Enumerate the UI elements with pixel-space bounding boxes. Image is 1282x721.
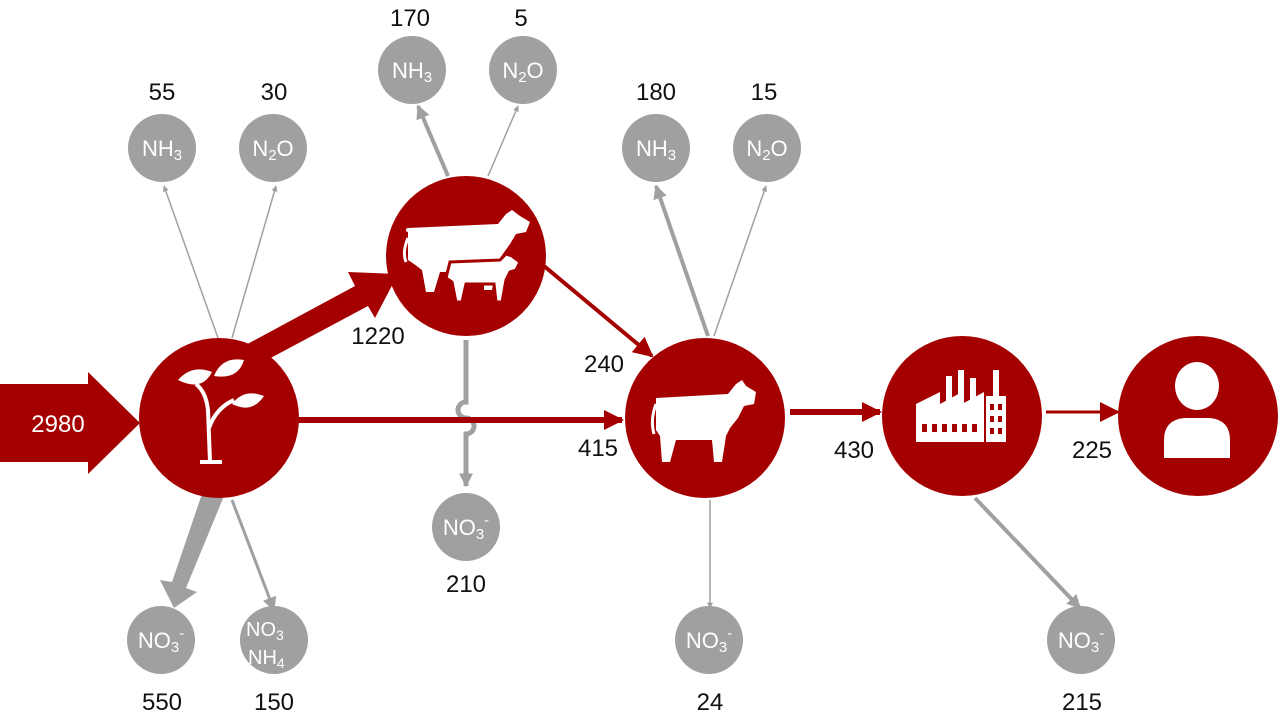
emission-livestock-nh3: NH3 xyxy=(378,36,446,104)
flow-crops-to-animal: 415 xyxy=(578,435,618,462)
input-arrow xyxy=(0,372,140,474)
emission-crops-no3: NO3- xyxy=(127,606,195,674)
emission-processing-no3: NO3- xyxy=(1047,606,1115,674)
arrow-animal-nh3 xyxy=(653,184,710,337)
livestock-n2o-value: 5 xyxy=(514,5,527,32)
emission-crops-no3-nh4: NO3 NH4 xyxy=(240,606,308,674)
chem-label: N xyxy=(746,136,762,161)
factory-icon xyxy=(916,370,1006,442)
flow-animal-to-processing: 430 xyxy=(834,437,874,464)
livestock-no3-value: 210 xyxy=(446,571,486,598)
chem-label: NH xyxy=(392,58,424,83)
chem-label: NO xyxy=(246,619,276,641)
node-consumer xyxy=(1118,336,1278,496)
chem-label: NO xyxy=(443,515,476,540)
svg-text:NH4: NH4 xyxy=(248,647,285,671)
chem-sub: 4 xyxy=(277,655,285,671)
crops-nh3-value: 55 xyxy=(149,79,176,106)
emission-livestock-n2o: N2O xyxy=(489,36,557,104)
flow-processing-to-consumer: 225 xyxy=(1072,437,1112,464)
chem-sup: - xyxy=(1099,625,1104,642)
chem-label: NO xyxy=(686,628,719,653)
chem-sub: 3 xyxy=(719,639,727,656)
emission-livestock-no3: NO3- xyxy=(432,493,500,561)
chem-sub: 3 xyxy=(476,526,484,543)
svg-text:NO3-: NO3- xyxy=(443,512,489,543)
emission-crops-nh3: NH3 xyxy=(128,114,196,182)
chem-label: NH xyxy=(248,647,277,669)
chem-sub: 3 xyxy=(171,639,179,656)
chem-sub: 2 xyxy=(762,147,770,164)
arrow-crops-no3-nh4 xyxy=(230,499,277,612)
chem-label: O xyxy=(277,136,294,161)
svg-text:NH3: NH3 xyxy=(142,136,182,164)
crops-no3-value: 550 xyxy=(142,689,182,716)
chem-sub: 3 xyxy=(174,147,182,164)
chem-sub: 3 xyxy=(276,627,284,643)
chem-sub: 2 xyxy=(518,69,526,86)
svg-text:N2O: N2O xyxy=(502,58,543,86)
crops-n2o-value: 30 xyxy=(261,79,288,106)
emission-animal-nh3: NH3 xyxy=(622,114,690,182)
chem-sub: 3 xyxy=(668,147,676,164)
emission-animal-no3: NO3- xyxy=(675,606,743,674)
svg-text:NO3-: NO3- xyxy=(686,625,732,656)
svg-text:NH3: NH3 xyxy=(636,136,676,164)
flow-livestock-to-animal: 240 xyxy=(584,351,624,378)
node-crops xyxy=(139,338,299,498)
chem-label: NH xyxy=(142,136,174,161)
chem-label: N xyxy=(502,58,518,83)
input-value: 2980 xyxy=(31,411,84,438)
cow-icon xyxy=(650,380,756,462)
chem-sub: 3 xyxy=(1091,639,1099,656)
person-icon xyxy=(1164,362,1230,458)
animal-n2o-value: 15 xyxy=(751,79,778,106)
chem-label: NH xyxy=(636,136,668,161)
arrow-crops-nh3 xyxy=(162,185,219,339)
animal-nh3-value: 180 xyxy=(636,79,676,106)
svg-text:NH3: NH3 xyxy=(392,58,432,86)
chem-sup: - xyxy=(179,625,184,642)
processing-no3-value: 215 xyxy=(1062,689,1102,716)
arrow-livestock-to-animal xyxy=(542,264,654,358)
livestock-nh3-value: 170 xyxy=(390,5,430,32)
svg-text:NO3: NO3 xyxy=(246,619,284,643)
chem-label: NO xyxy=(138,628,171,653)
arrow-crops-to-livestock xyxy=(240,272,398,368)
cow-and-calf-icon xyxy=(402,210,530,304)
animal-no3-value: 24 xyxy=(697,689,724,716)
chem-label: N xyxy=(252,136,268,161)
chem-sub: 3 xyxy=(424,69,432,86)
arrow-livestock-n2o xyxy=(487,105,519,177)
chem-label: NO xyxy=(1058,628,1091,653)
flow-crops-to-livestock: 1220 xyxy=(351,323,404,350)
chem-label: O xyxy=(527,58,544,83)
plant-icon xyxy=(178,359,264,464)
svg-text:N2O: N2O xyxy=(746,136,787,164)
arrow-livestock-no3 xyxy=(455,340,477,488)
svg-text:NO3-: NO3- xyxy=(1058,625,1104,656)
chem-label: O xyxy=(771,136,788,161)
chem-sup: - xyxy=(484,512,489,529)
chem-sub: 2 xyxy=(268,147,276,164)
arrow-processing-no3 xyxy=(973,496,1082,610)
emission-animal-n2o: N2O xyxy=(733,114,801,182)
crops-no3-nh4-value: 150 xyxy=(254,689,294,716)
svg-text:NO3-: NO3- xyxy=(138,625,184,656)
svg-text:N2O: N2O xyxy=(252,136,293,164)
emission-crops-n2o: N2O xyxy=(239,114,307,182)
arrow-crops-no3-thick xyxy=(160,488,224,608)
arrow-crops-n2o xyxy=(231,185,278,339)
chem-sup: - xyxy=(727,625,732,642)
arrow-livestock-nh3 xyxy=(416,104,450,177)
arrow-animal-n2o xyxy=(713,185,768,337)
